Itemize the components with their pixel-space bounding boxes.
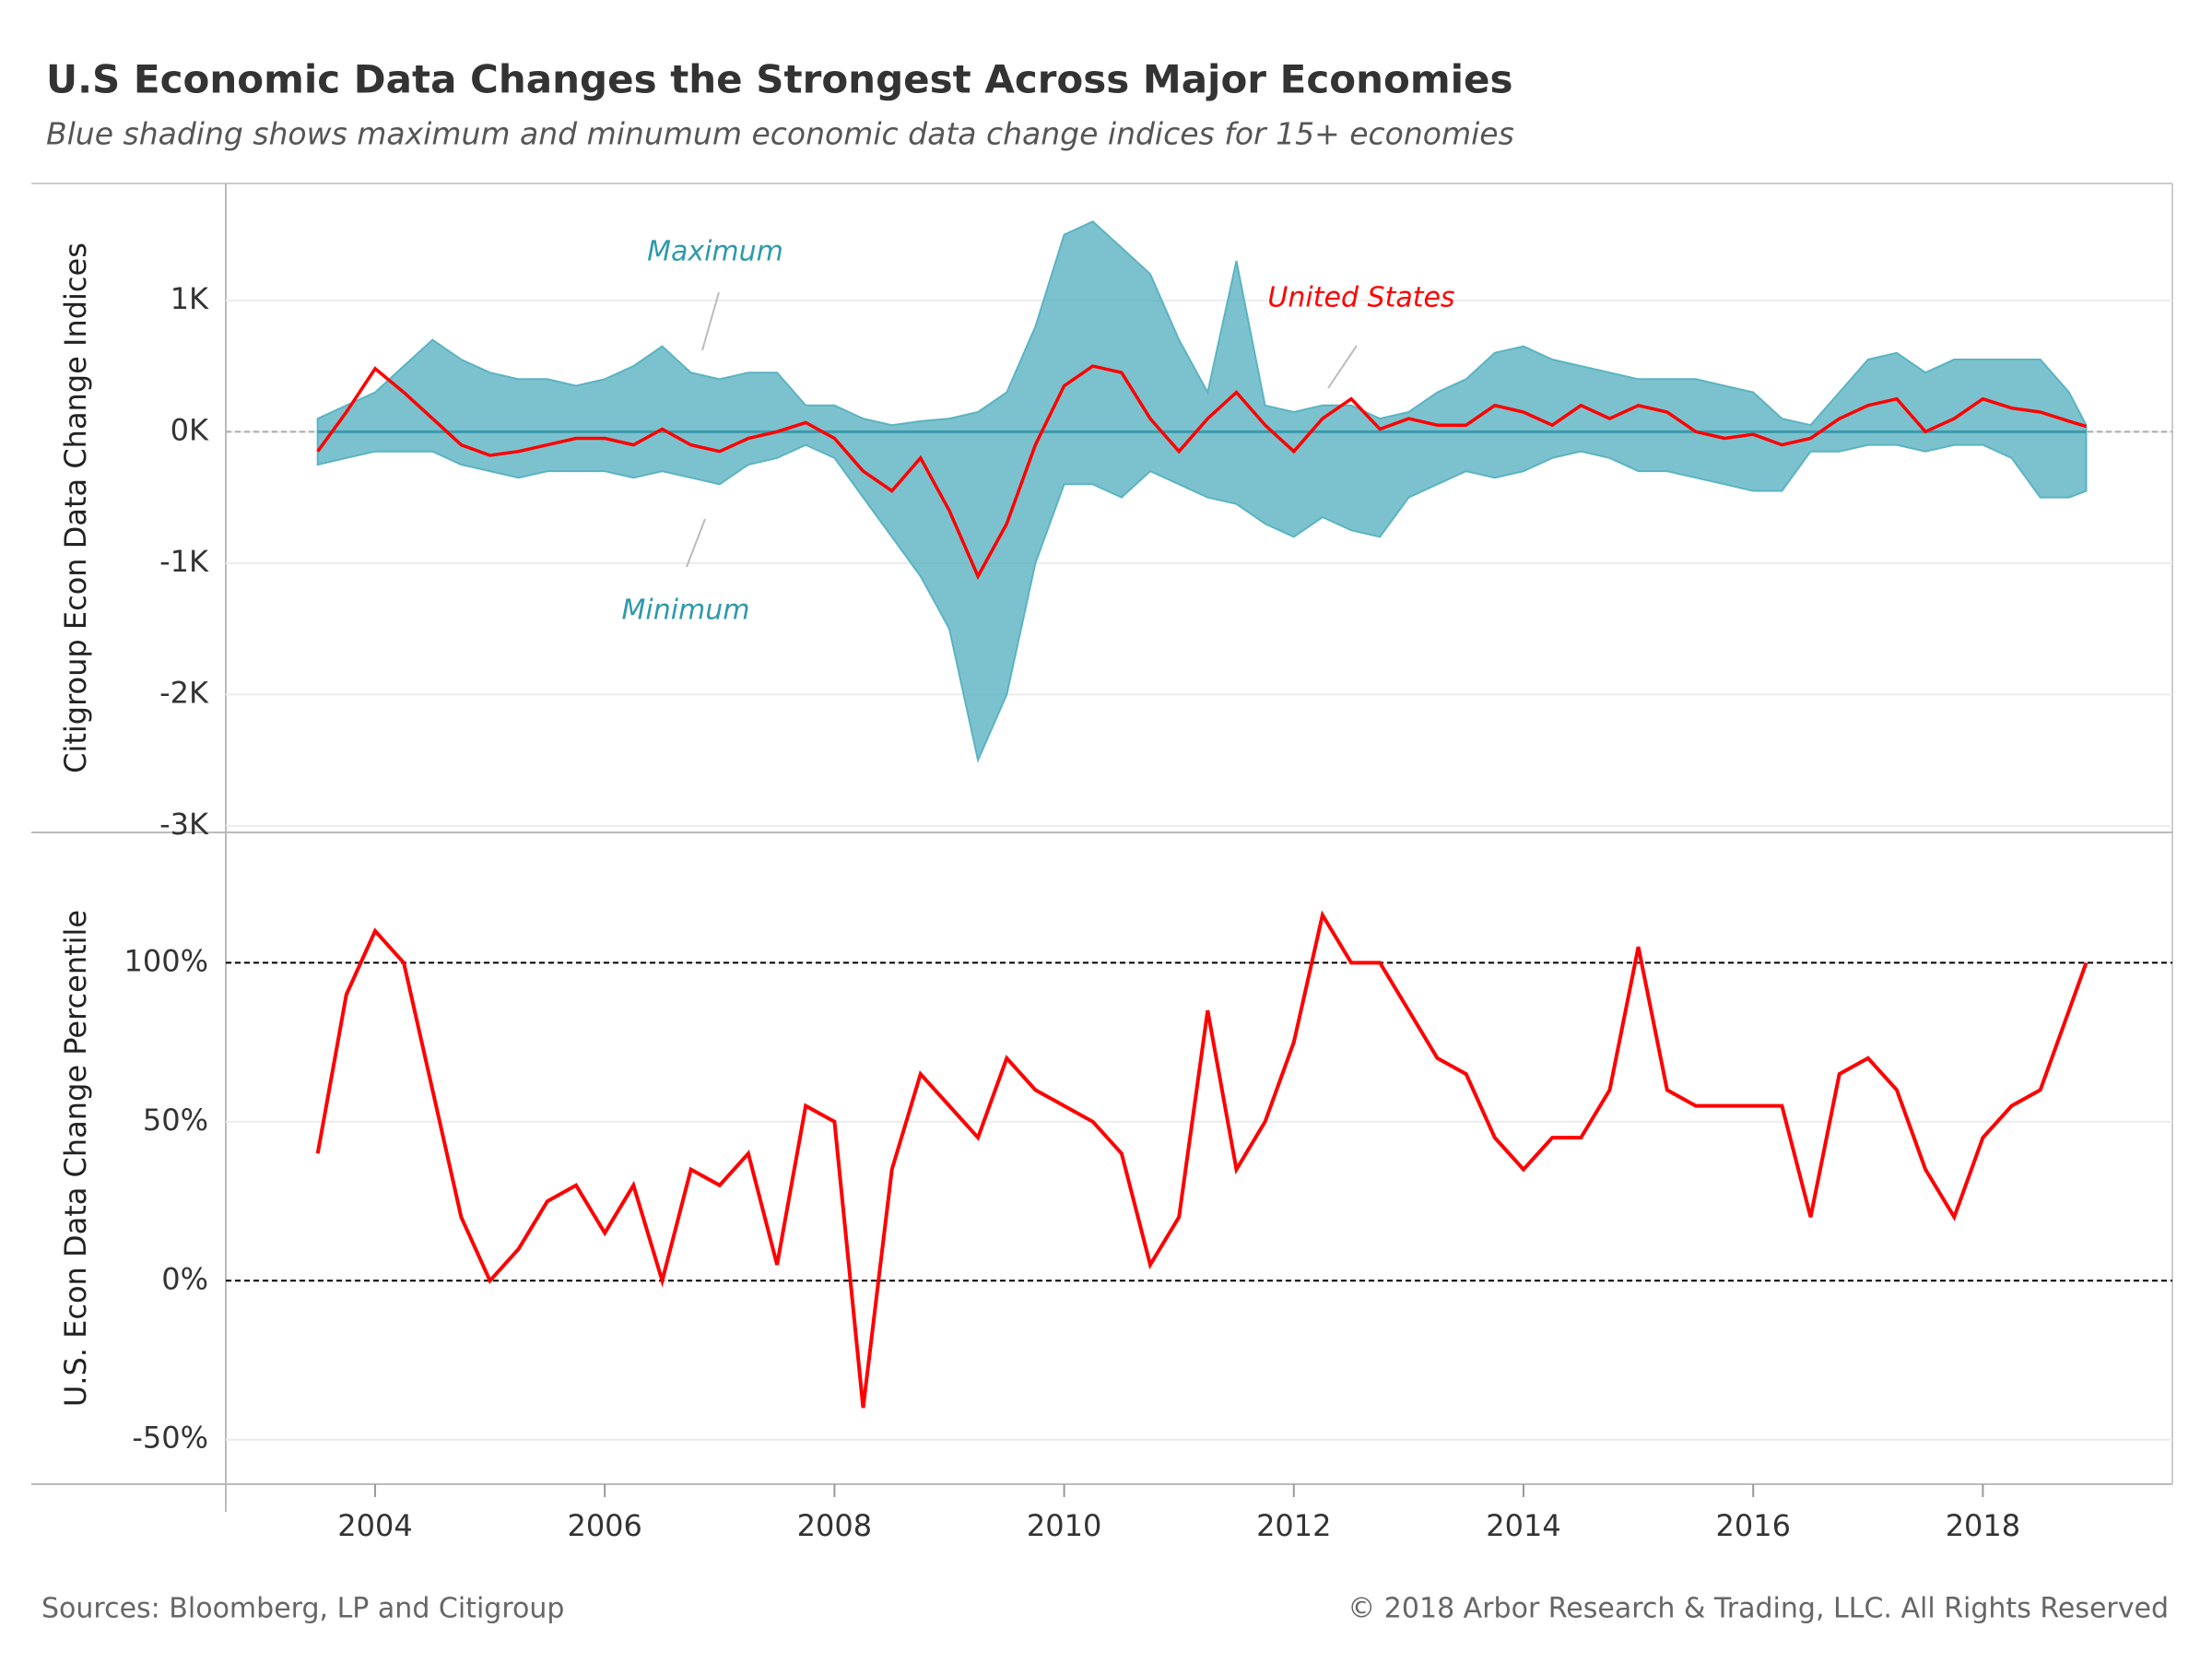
y-tick-label: -2K [159, 675, 209, 710]
y-tick-label: 0K [171, 412, 209, 447]
copyright-note: © 2018 Arbor Research & Trading, LLC. Al… [1347, 1593, 2169, 1625]
range-area [316, 430, 2088, 763]
y-tick-label: -50% [132, 1421, 208, 1456]
annotation-leader [701, 291, 720, 351]
chart-subtitle: Blue shading shows maximum and minumum e… [46, 116, 1514, 152]
source-note: Sources: Bloomberg, LP and Citigroup [41, 1593, 564, 1625]
chart-title: U.S Economic Data Changes the Strongest … [46, 57, 1512, 102]
x-tick-label: 2012 [1256, 1508, 1331, 1543]
x-tick-label: 2008 [797, 1508, 872, 1543]
x-tick-label: 2016 [1715, 1508, 1790, 1543]
x-tick-label: 2018 [1946, 1508, 2020, 1543]
annotation-label: Maximum [647, 236, 783, 268]
y-tick-label: 100% [124, 943, 208, 978]
x-tick-label: 2006 [567, 1508, 641, 1543]
x-tick-label: 2014 [1486, 1508, 1560, 1543]
x-tick-label: 2004 [337, 1508, 412, 1543]
range-area [316, 220, 2088, 433]
y-axis-title: U.S. Econ Data Change Percentile [58, 910, 93, 1407]
y-tick-label: 50% [143, 1103, 208, 1138]
us-line [316, 364, 2088, 581]
annotation-label: United States [1267, 282, 1454, 314]
y-tick-label: 0% [161, 1261, 208, 1296]
annotation-leader [686, 518, 706, 568]
y-axis-title: Citigroup Econ Data Change Indices [58, 242, 93, 773]
y-tick-label: -3K [159, 807, 209, 842]
annotation-label: Minimum [621, 595, 749, 627]
annotation-leader [1327, 345, 1358, 389]
x-tick-label: 2010 [1027, 1508, 1101, 1543]
y-tick-label: -1K [159, 544, 209, 579]
y-tick-label: 1K [171, 281, 209, 316]
us-percentile-line [315, 910, 2088, 1409]
